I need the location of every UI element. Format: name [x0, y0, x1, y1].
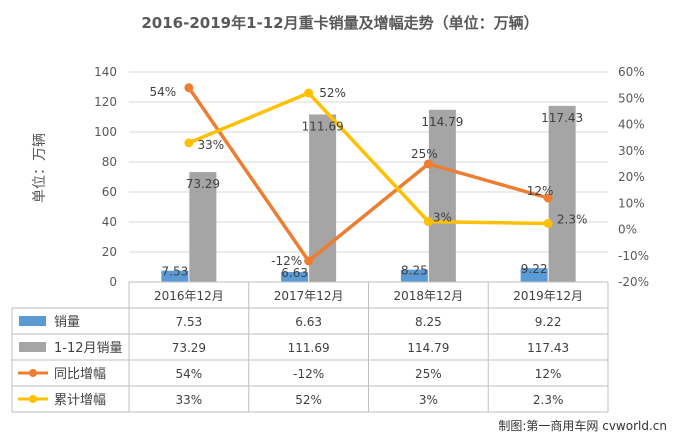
table-cell: 52%	[295, 393, 322, 407]
bar-cumulative	[428, 109, 456, 282]
bar-data-label: 111.69	[302, 119, 344, 133]
line-data-label: 52%	[319, 86, 346, 100]
chart-title: 2016-2019年1-12月重卡销量及增幅走势（单位：万辆）	[141, 14, 538, 32]
line-data-label: 54%	[150, 85, 177, 99]
bar-monthly	[520, 268, 548, 282]
category-label: 2018年12月	[393, 289, 463, 303]
bar-cumulative	[189, 172, 217, 282]
table-cell: 33%	[176, 393, 203, 407]
table-cell: 6.63	[295, 315, 322, 329]
table-cell: 114.79	[407, 341, 449, 355]
legend-swatch	[19, 316, 46, 326]
y2-tick-label: 10%	[618, 196, 645, 210]
table-cell: 117.43	[527, 341, 569, 355]
line-marker	[304, 88, 314, 98]
table-cell: 54%	[176, 367, 203, 381]
y-axis-title: 单位：万辆	[32, 133, 48, 203]
y2-tick-label: -20%	[618, 275, 649, 289]
bar-data-label: 6.63	[281, 266, 308, 280]
legend-entry: 累计增幅	[54, 393, 106, 408]
legend-marker	[29, 369, 37, 377]
line-data-label: 25%	[411, 147, 438, 161]
line-marker	[184, 138, 194, 148]
legend-entry: 1-12月销量	[54, 341, 123, 356]
bar-cumulative	[309, 114, 337, 282]
y-tick-label: 40	[102, 215, 117, 229]
legend-marker	[29, 395, 37, 403]
y-tick-label: 60	[102, 185, 117, 199]
y-tick-label: 20	[102, 245, 117, 259]
y-tick-label: 0	[109, 275, 117, 289]
bar-cumulative	[548, 105, 576, 282]
bar-data-label: 114.79	[421, 115, 463, 129]
category-label: 2019年12月	[513, 289, 583, 303]
line-data-label: -12%	[271, 254, 302, 268]
table-cell: 111.69	[288, 341, 330, 355]
bar-data-label: 7.53	[162, 265, 189, 279]
line-marker	[423, 159, 433, 169]
category-label: 2016年12月	[154, 289, 224, 303]
table-cell: 9.22	[535, 315, 562, 329]
y-tick-label: 100	[94, 125, 117, 139]
line-marker	[423, 217, 433, 227]
line-data-label: 2.3%	[557, 212, 588, 226]
line-marker	[543, 193, 553, 203]
bar-monthly	[161, 270, 189, 282]
table-cell: 12%	[535, 367, 562, 381]
y2-tick-label: 0%	[618, 223, 637, 237]
bar-monthly	[400, 269, 428, 282]
legend-swatch	[19, 342, 46, 352]
legend-entry: 同比增幅	[54, 367, 106, 382]
table-cell: 3%	[419, 393, 438, 407]
line-marker	[543, 218, 553, 228]
bar-data-label: 9.22	[521, 262, 548, 276]
bar-data-label: 117.43	[541, 111, 583, 125]
table-cell: 2.3%	[533, 393, 564, 407]
watermark: 制图:第一商用车网 cvworld.cn	[498, 418, 667, 433]
bar-monthly	[281, 272, 309, 282]
table-cell: -12%	[293, 367, 324, 381]
y2-tick-label: 40%	[618, 118, 645, 132]
table-cell: 25%	[415, 367, 442, 381]
y2-tick-label: 30%	[618, 144, 645, 158]
y2-tick-label: 20%	[618, 170, 645, 184]
y2-tick-label: 50%	[618, 91, 645, 105]
table-cell: 8.25	[415, 315, 442, 329]
y-tick-label: 80	[102, 155, 117, 169]
bar-data-label: 8.25	[401, 264, 428, 278]
bar-data-label: 73.29	[186, 177, 220, 191]
series-line-yoy	[187, 86, 549, 263]
category-label: 2017年12月	[274, 289, 344, 303]
line-data-label: 33%	[198, 138, 225, 152]
line-marker	[184, 83, 194, 93]
y2-tick-label: -10%	[618, 249, 649, 263]
line-marker	[304, 256, 314, 266]
y-tick-label: 140	[94, 65, 117, 79]
legend-entry: 销量	[54, 315, 80, 330]
table-cell: 73.29	[172, 341, 206, 355]
line-data-label: 3%	[433, 211, 452, 225]
y-tick-label: 120	[94, 95, 117, 109]
series-line-cumulative	[188, 91, 549, 226]
table-cell: 7.53	[176, 315, 203, 329]
line-data-label: 12%	[527, 184, 554, 198]
y2-tick-label: 60%	[618, 65, 645, 79]
